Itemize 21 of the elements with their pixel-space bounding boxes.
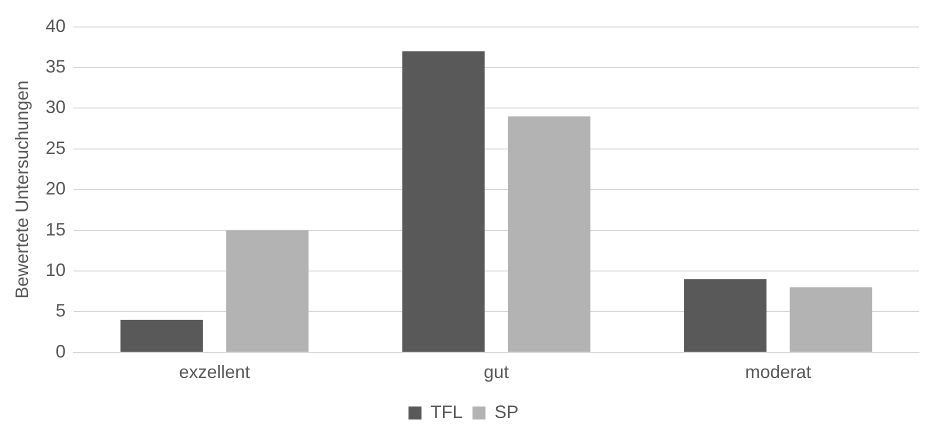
y-tick-label: 15 [46, 219, 66, 240]
bar [790, 287, 872, 352]
x-tick-label: gut [484, 362, 509, 382]
y-tick-label: 35 [46, 56, 66, 76]
legend-label: SP [494, 402, 519, 422]
bar [226, 230, 309, 352]
bar [684, 279, 766, 352]
bar [402, 51, 485, 352]
legend-label: TFL [430, 402, 463, 422]
y-tick-label: 30 [46, 97, 66, 118]
bar [120, 320, 203, 352]
x-tick-label: moderat [745, 362, 812, 382]
y-tick-label: 10 [46, 260, 66, 280]
y-axis-title: Bewertete Untersuchungen [12, 80, 32, 299]
y-tick-label: 40 [46, 16, 66, 36]
y-tick-label: 25 [46, 138, 66, 158]
x-tick-label: exzellent [178, 362, 250, 382]
y-tick-label: 5 [56, 300, 66, 321]
y-tick-label: 20 [46, 178, 66, 199]
y-tick-label: 0 [56, 341, 66, 362]
bar [508, 116, 590, 352]
